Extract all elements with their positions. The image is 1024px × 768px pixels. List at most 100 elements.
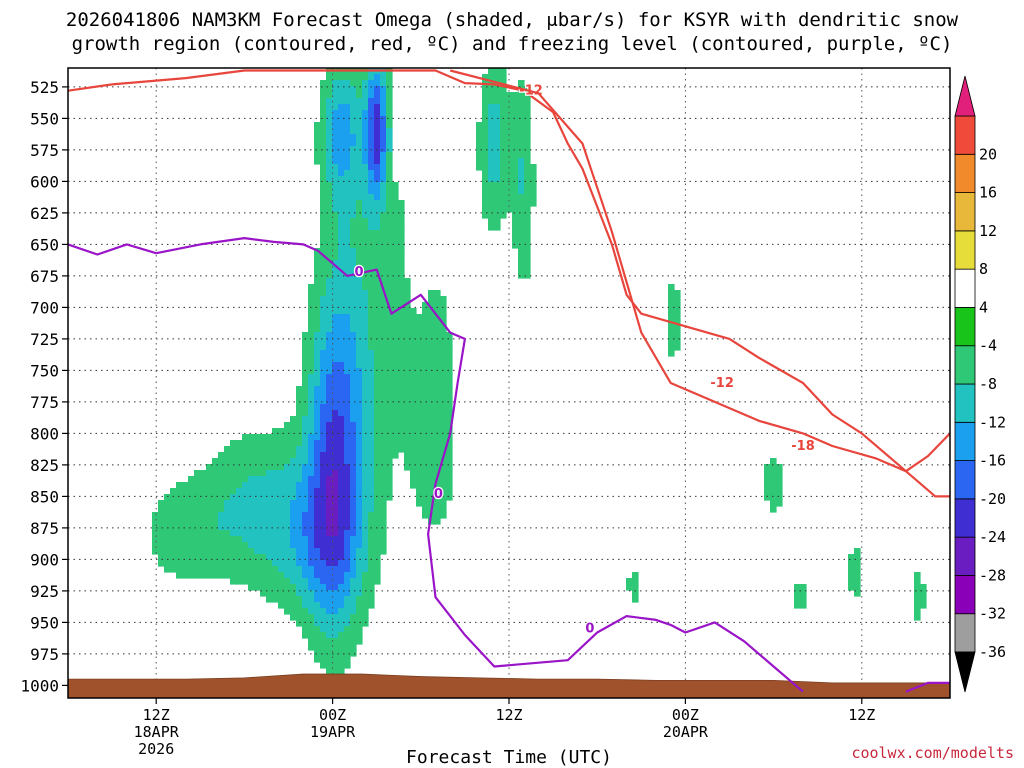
omega-cell: [344, 536, 351, 543]
omega-cell: [188, 548, 195, 555]
omega-cell: [326, 116, 333, 123]
colorbar-segment: [954, 536, 976, 576]
omega-cell: [272, 554, 279, 561]
omega-cell: [182, 494, 189, 501]
omega-cell: [440, 506, 447, 513]
omega-cell: [302, 398, 309, 405]
omega-cell: [326, 668, 333, 675]
omega-cell: [422, 326, 429, 333]
omega-cell: [218, 542, 225, 549]
omega-cell: [680, 494, 687, 501]
omega-cell: [332, 278, 339, 285]
omega-cell: [386, 176, 393, 183]
omega-cell: [302, 446, 309, 453]
omega-cell: [236, 440, 243, 447]
omega-cell: [284, 458, 291, 465]
omega-cell: [338, 218, 345, 225]
omega-cell: [380, 278, 387, 285]
omega-cell: [368, 578, 375, 585]
omega-cell: [530, 458, 537, 465]
omega-cell: [326, 638, 333, 645]
omega-cell: [320, 368, 327, 375]
omega-cell: [434, 398, 441, 405]
omega-cell: [338, 260, 345, 267]
omega-cell: [410, 428, 417, 435]
omega-cell: [770, 476, 777, 483]
omega-cell: [332, 266, 339, 273]
y-tick-label: 625: [30, 204, 59, 223]
omega-cell: [338, 98, 345, 105]
omega-cell: [374, 458, 381, 465]
omega-cell: [374, 134, 381, 141]
omega-cell: [380, 146, 387, 153]
omega-cell: [308, 602, 315, 609]
omega-cell: [176, 518, 183, 525]
omega-cell: [326, 518, 333, 525]
omega-cell: [356, 476, 363, 483]
omega-cell: [248, 440, 255, 447]
omega-cell: [338, 308, 345, 315]
omega-cell: [206, 518, 213, 525]
omega-cell: [338, 494, 345, 501]
omega-cell: [380, 122, 387, 129]
omega-cell: [308, 470, 315, 477]
omega-cell: [200, 536, 207, 543]
omega-cell: [374, 536, 381, 543]
omega-cell: [350, 518, 357, 525]
omega-cell: [230, 488, 237, 495]
omega-cell: [356, 290, 363, 297]
omega-cell: [362, 530, 369, 537]
omega-cell: [602, 176, 609, 183]
omega-cell: [380, 254, 387, 261]
omega-cell: [344, 386, 351, 393]
omega-cell: [308, 566, 315, 573]
omega-cell: [356, 86, 363, 93]
omega-cell: [242, 458, 249, 465]
omega-cell: [920, 590, 927, 597]
omega-cell: [350, 632, 357, 639]
omega-cell: [218, 494, 225, 501]
omega-cell: [350, 74, 357, 81]
omega-cell: [332, 134, 339, 141]
omega-cell: [350, 392, 357, 399]
omega-cell: [404, 440, 411, 447]
omega-cell: [374, 578, 381, 585]
omega-cell: [416, 326, 423, 333]
omega-cell: [236, 464, 243, 471]
omega-cell: [344, 74, 351, 81]
omega-cell: [440, 392, 447, 399]
omega-cell: [266, 476, 273, 483]
omega-cell: [296, 404, 303, 411]
omega-cell: [398, 392, 405, 399]
omega-cell: [524, 266, 531, 273]
omega-cell: [356, 194, 363, 201]
omega-cell: [248, 464, 255, 471]
omega-cell: [356, 206, 363, 213]
omega-cell: [284, 578, 291, 585]
omega-cell: [332, 362, 339, 369]
omega-cell: [338, 632, 345, 639]
dgz-contour-label: -18: [791, 439, 815, 454]
colorbar-level-label: -16: [979, 452, 1006, 470]
omega-cell: [440, 476, 447, 483]
omega-cell: [242, 470, 249, 477]
omega-cell: [314, 254, 321, 261]
omega-cell: [326, 578, 333, 585]
omega-cell: [356, 530, 363, 537]
omega-cell: [338, 578, 345, 585]
omega-cell: [314, 332, 321, 339]
omega-cell: [338, 608, 345, 615]
omega-cell: [182, 554, 189, 561]
omega-cell: [392, 356, 399, 363]
omega-cell: [338, 464, 345, 471]
omega-cell: [380, 290, 387, 297]
omega-cell: [518, 218, 525, 225]
omega-cell: [356, 554, 363, 561]
omega-cell: [500, 128, 507, 135]
omega-cell: [416, 314, 423, 321]
y-tick-label: 775: [30, 393, 59, 412]
omega-cell: [518, 170, 525, 177]
omega-cell: [218, 458, 225, 465]
omega-cell: [326, 356, 333, 363]
omega-cell: [332, 320, 339, 327]
